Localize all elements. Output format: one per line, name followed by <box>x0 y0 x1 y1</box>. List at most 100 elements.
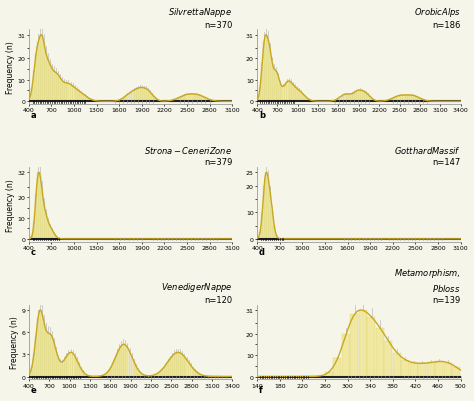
Bar <box>78 364 80 377</box>
Bar <box>94 101 96 102</box>
Bar <box>70 352 72 377</box>
Bar <box>47 221 49 239</box>
Bar <box>35 336 37 377</box>
Bar <box>317 376 325 377</box>
Bar <box>43 204 45 239</box>
Bar <box>173 354 175 377</box>
Bar <box>204 98 206 102</box>
Bar <box>125 345 127 377</box>
Bar <box>37 43 39 102</box>
Bar <box>88 99 90 102</box>
Bar <box>130 356 133 377</box>
Bar <box>145 89 147 102</box>
Bar <box>104 374 106 377</box>
Bar <box>61 362 64 377</box>
Bar <box>110 367 112 377</box>
Bar <box>78 91 80 102</box>
Bar <box>359 310 367 377</box>
Bar <box>171 101 173 102</box>
Bar <box>359 91 361 102</box>
Bar <box>55 73 57 102</box>
Bar <box>116 353 118 377</box>
Bar <box>139 372 141 377</box>
Bar <box>288 82 290 102</box>
Bar <box>108 370 110 377</box>
Bar <box>67 354 69 377</box>
Bar <box>269 194 271 239</box>
Bar <box>194 370 196 377</box>
Bar <box>265 36 267 102</box>
Bar <box>153 375 155 377</box>
Bar <box>72 87 73 102</box>
Bar <box>57 358 59 377</box>
Bar <box>169 101 171 102</box>
Bar <box>263 186 265 239</box>
Bar <box>35 55 37 102</box>
Bar <box>159 371 161 377</box>
Bar <box>361 91 363 102</box>
Text: c: c <box>31 248 36 257</box>
Bar <box>33 223 35 239</box>
Bar <box>141 374 143 377</box>
Bar <box>398 96 400 102</box>
Bar <box>332 101 334 102</box>
Bar <box>118 101 120 102</box>
Bar <box>387 101 389 102</box>
Bar <box>294 87 296 102</box>
Bar <box>410 96 411 102</box>
Bar <box>214 101 216 102</box>
Bar <box>135 90 137 102</box>
Bar <box>73 356 75 377</box>
Bar <box>257 99 259 102</box>
Bar <box>190 95 191 102</box>
Bar <box>35 195 37 239</box>
Bar <box>72 353 73 377</box>
Bar <box>149 92 151 102</box>
Bar <box>86 375 88 377</box>
Bar <box>70 85 72 102</box>
Text: d: d <box>259 248 265 257</box>
Bar <box>88 376 90 377</box>
Bar <box>198 95 200 102</box>
Bar <box>353 93 355 102</box>
Bar <box>76 360 78 377</box>
Bar <box>157 373 159 377</box>
Bar <box>283 86 285 102</box>
Bar <box>127 348 128 377</box>
Bar <box>392 99 393 102</box>
Bar <box>106 373 108 377</box>
Bar <box>51 337 53 377</box>
Bar <box>298 91 300 102</box>
Bar <box>194 95 196 102</box>
Bar <box>120 100 122 102</box>
Bar <box>135 365 137 377</box>
Bar <box>350 314 358 377</box>
Bar <box>65 356 67 377</box>
Bar <box>400 96 401 102</box>
Bar <box>41 36 43 102</box>
Bar <box>31 236 33 239</box>
Bar <box>393 352 401 377</box>
Bar <box>141 88 143 102</box>
Bar <box>296 89 298 102</box>
Bar <box>53 234 55 239</box>
Bar <box>133 91 135 102</box>
Bar <box>190 365 191 377</box>
Bar <box>137 89 138 102</box>
Bar <box>182 97 183 102</box>
Bar <box>31 89 33 102</box>
Bar <box>300 93 302 102</box>
Bar <box>127 95 128 102</box>
Bar <box>325 372 333 377</box>
Bar <box>373 101 375 102</box>
Bar <box>125 97 127 102</box>
Bar <box>51 230 53 239</box>
Bar <box>147 376 149 377</box>
Bar <box>153 97 155 102</box>
Bar <box>191 368 193 377</box>
Bar <box>41 314 43 377</box>
Bar <box>282 87 283 102</box>
Bar <box>175 99 177 102</box>
Bar <box>427 363 435 377</box>
Text: $\it{Strona-Ceneri Zone}$
n=379: $\it{Strona-Ceneri Zone}$ n=379 <box>144 145 232 167</box>
